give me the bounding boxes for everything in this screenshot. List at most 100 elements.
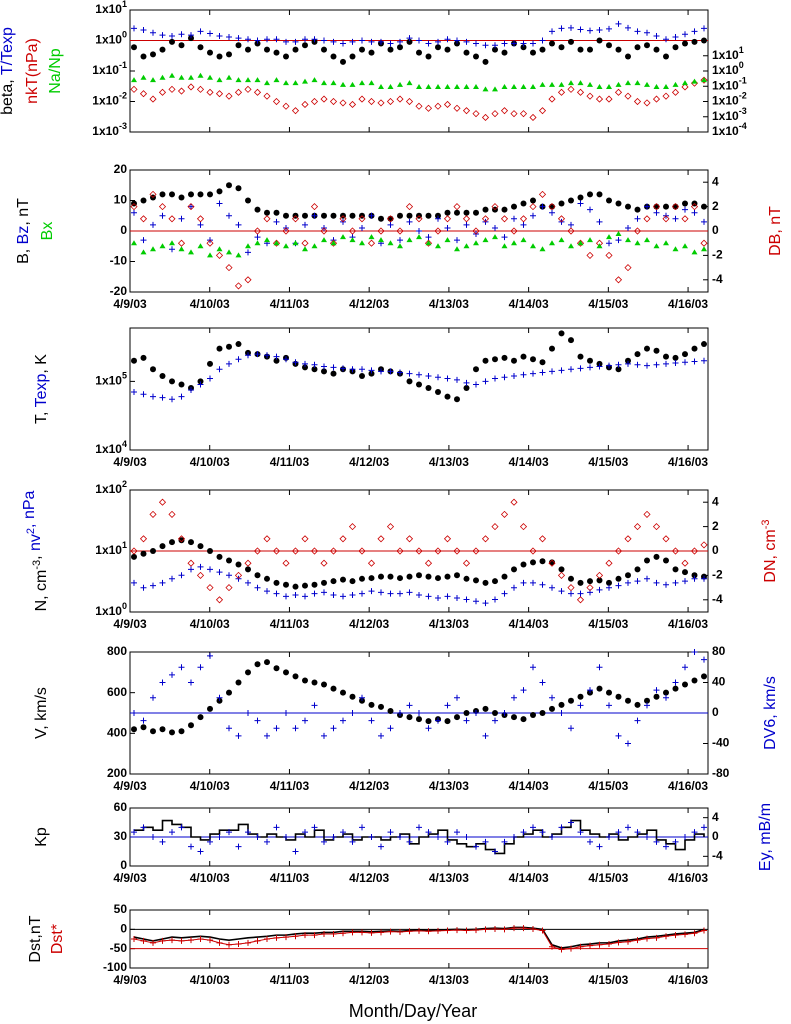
data-point <box>235 732 242 739</box>
data-point <box>264 237 270 243</box>
data-point <box>359 697 365 704</box>
x-tick-label: 4/13/03 <box>429 871 469 885</box>
y2-tick-label: -4 <box>712 849 723 863</box>
data-point <box>539 558 546 565</box>
data-point <box>215 90 224 98</box>
data-point <box>387 46 394 53</box>
data-point <box>140 717 147 724</box>
data-point <box>539 369 546 376</box>
data-point <box>301 239 309 247</box>
data-point <box>150 694 156 701</box>
data-point <box>519 110 528 118</box>
x-tick-label: 4/13/03 <box>429 297 469 311</box>
data-point <box>511 714 517 721</box>
y2-tick-label: 1x10-2 <box>712 91 747 108</box>
x-tick-label: 4/13/03 <box>429 617 469 631</box>
data-point <box>264 46 270 53</box>
data-point <box>253 227 262 235</box>
data-point <box>131 579 137 586</box>
data-point <box>529 203 537 211</box>
data-point <box>130 85 138 93</box>
data-point <box>254 584 261 591</box>
data-point <box>690 203 699 211</box>
data-point <box>425 725 432 732</box>
data-point <box>368 701 375 708</box>
data-point <box>663 843 669 850</box>
data-point <box>131 726 137 733</box>
data-point <box>339 99 347 107</box>
data-point <box>150 393 156 400</box>
data-point <box>425 829 432 836</box>
series-0 <box>131 330 707 403</box>
data-point <box>149 95 157 103</box>
data-point <box>435 575 441 582</box>
data-point <box>225 264 233 272</box>
data-point <box>606 234 612 240</box>
data-point <box>321 681 327 688</box>
y2-tick-label: -4 <box>712 272 723 286</box>
data-point <box>329 97 338 106</box>
data-point <box>491 523 499 531</box>
data-point <box>159 838 166 845</box>
plot-frame <box>129 909 709 969</box>
data-point <box>197 44 204 51</box>
data-point <box>320 227 328 235</box>
data-point <box>653 243 660 249</box>
data-point <box>454 209 460 216</box>
data-point <box>330 725 337 732</box>
data-point <box>292 673 299 680</box>
data-point <box>245 579 251 586</box>
data-point <box>349 81 356 87</box>
data-point <box>701 203 707 210</box>
data-point <box>340 81 346 87</box>
data-point <box>615 582 622 589</box>
data-point <box>463 385 470 392</box>
data-point <box>701 575 707 582</box>
data-point <box>625 697 631 704</box>
data-point <box>463 38 470 45</box>
data-point <box>264 732 270 739</box>
data-point <box>577 579 584 586</box>
data-point <box>168 215 176 223</box>
data-point <box>435 243 441 249</box>
data-point <box>463 596 470 603</box>
series-3 <box>131 72 707 92</box>
data-point <box>520 716 527 723</box>
x-tick-label: 4/10/03 <box>190 871 230 885</box>
y2-tick-label: -2 <box>712 248 723 262</box>
data-point <box>577 693 584 700</box>
data-point <box>682 31 688 38</box>
data-point <box>510 110 518 118</box>
data-point <box>169 378 175 385</box>
data-point <box>682 578 688 585</box>
x-tick-label: 4/15/03 <box>588 297 628 311</box>
data-point <box>349 212 356 219</box>
data-point <box>586 251 594 259</box>
data-point <box>567 85 575 93</box>
data-point <box>387 707 394 714</box>
data-point <box>158 203 167 211</box>
data-point <box>444 593 451 600</box>
data-point <box>511 240 517 246</box>
data-point <box>653 693 660 700</box>
data-point <box>197 848 204 855</box>
data-point <box>150 728 156 735</box>
y2-axis-label: DV6, km/s <box>762 676 779 750</box>
data-point <box>549 203 555 210</box>
y-tick-label: 30 <box>114 829 128 843</box>
data-point <box>207 49 213 56</box>
data-point <box>595 95 604 103</box>
data-point <box>150 582 156 589</box>
data-point <box>453 547 461 555</box>
data-point <box>682 664 688 671</box>
x-tick-label: 4/12/03 <box>349 297 389 311</box>
data-point <box>530 824 536 831</box>
data-point <box>625 357 631 364</box>
data-point <box>549 240 555 246</box>
x-tick-label: 4/15/03 <box>588 455 628 469</box>
data-point <box>254 37 261 44</box>
data-point <box>501 354 508 361</box>
data-point <box>625 24 631 31</box>
data-point <box>463 834 470 840</box>
data-point <box>216 53 223 60</box>
